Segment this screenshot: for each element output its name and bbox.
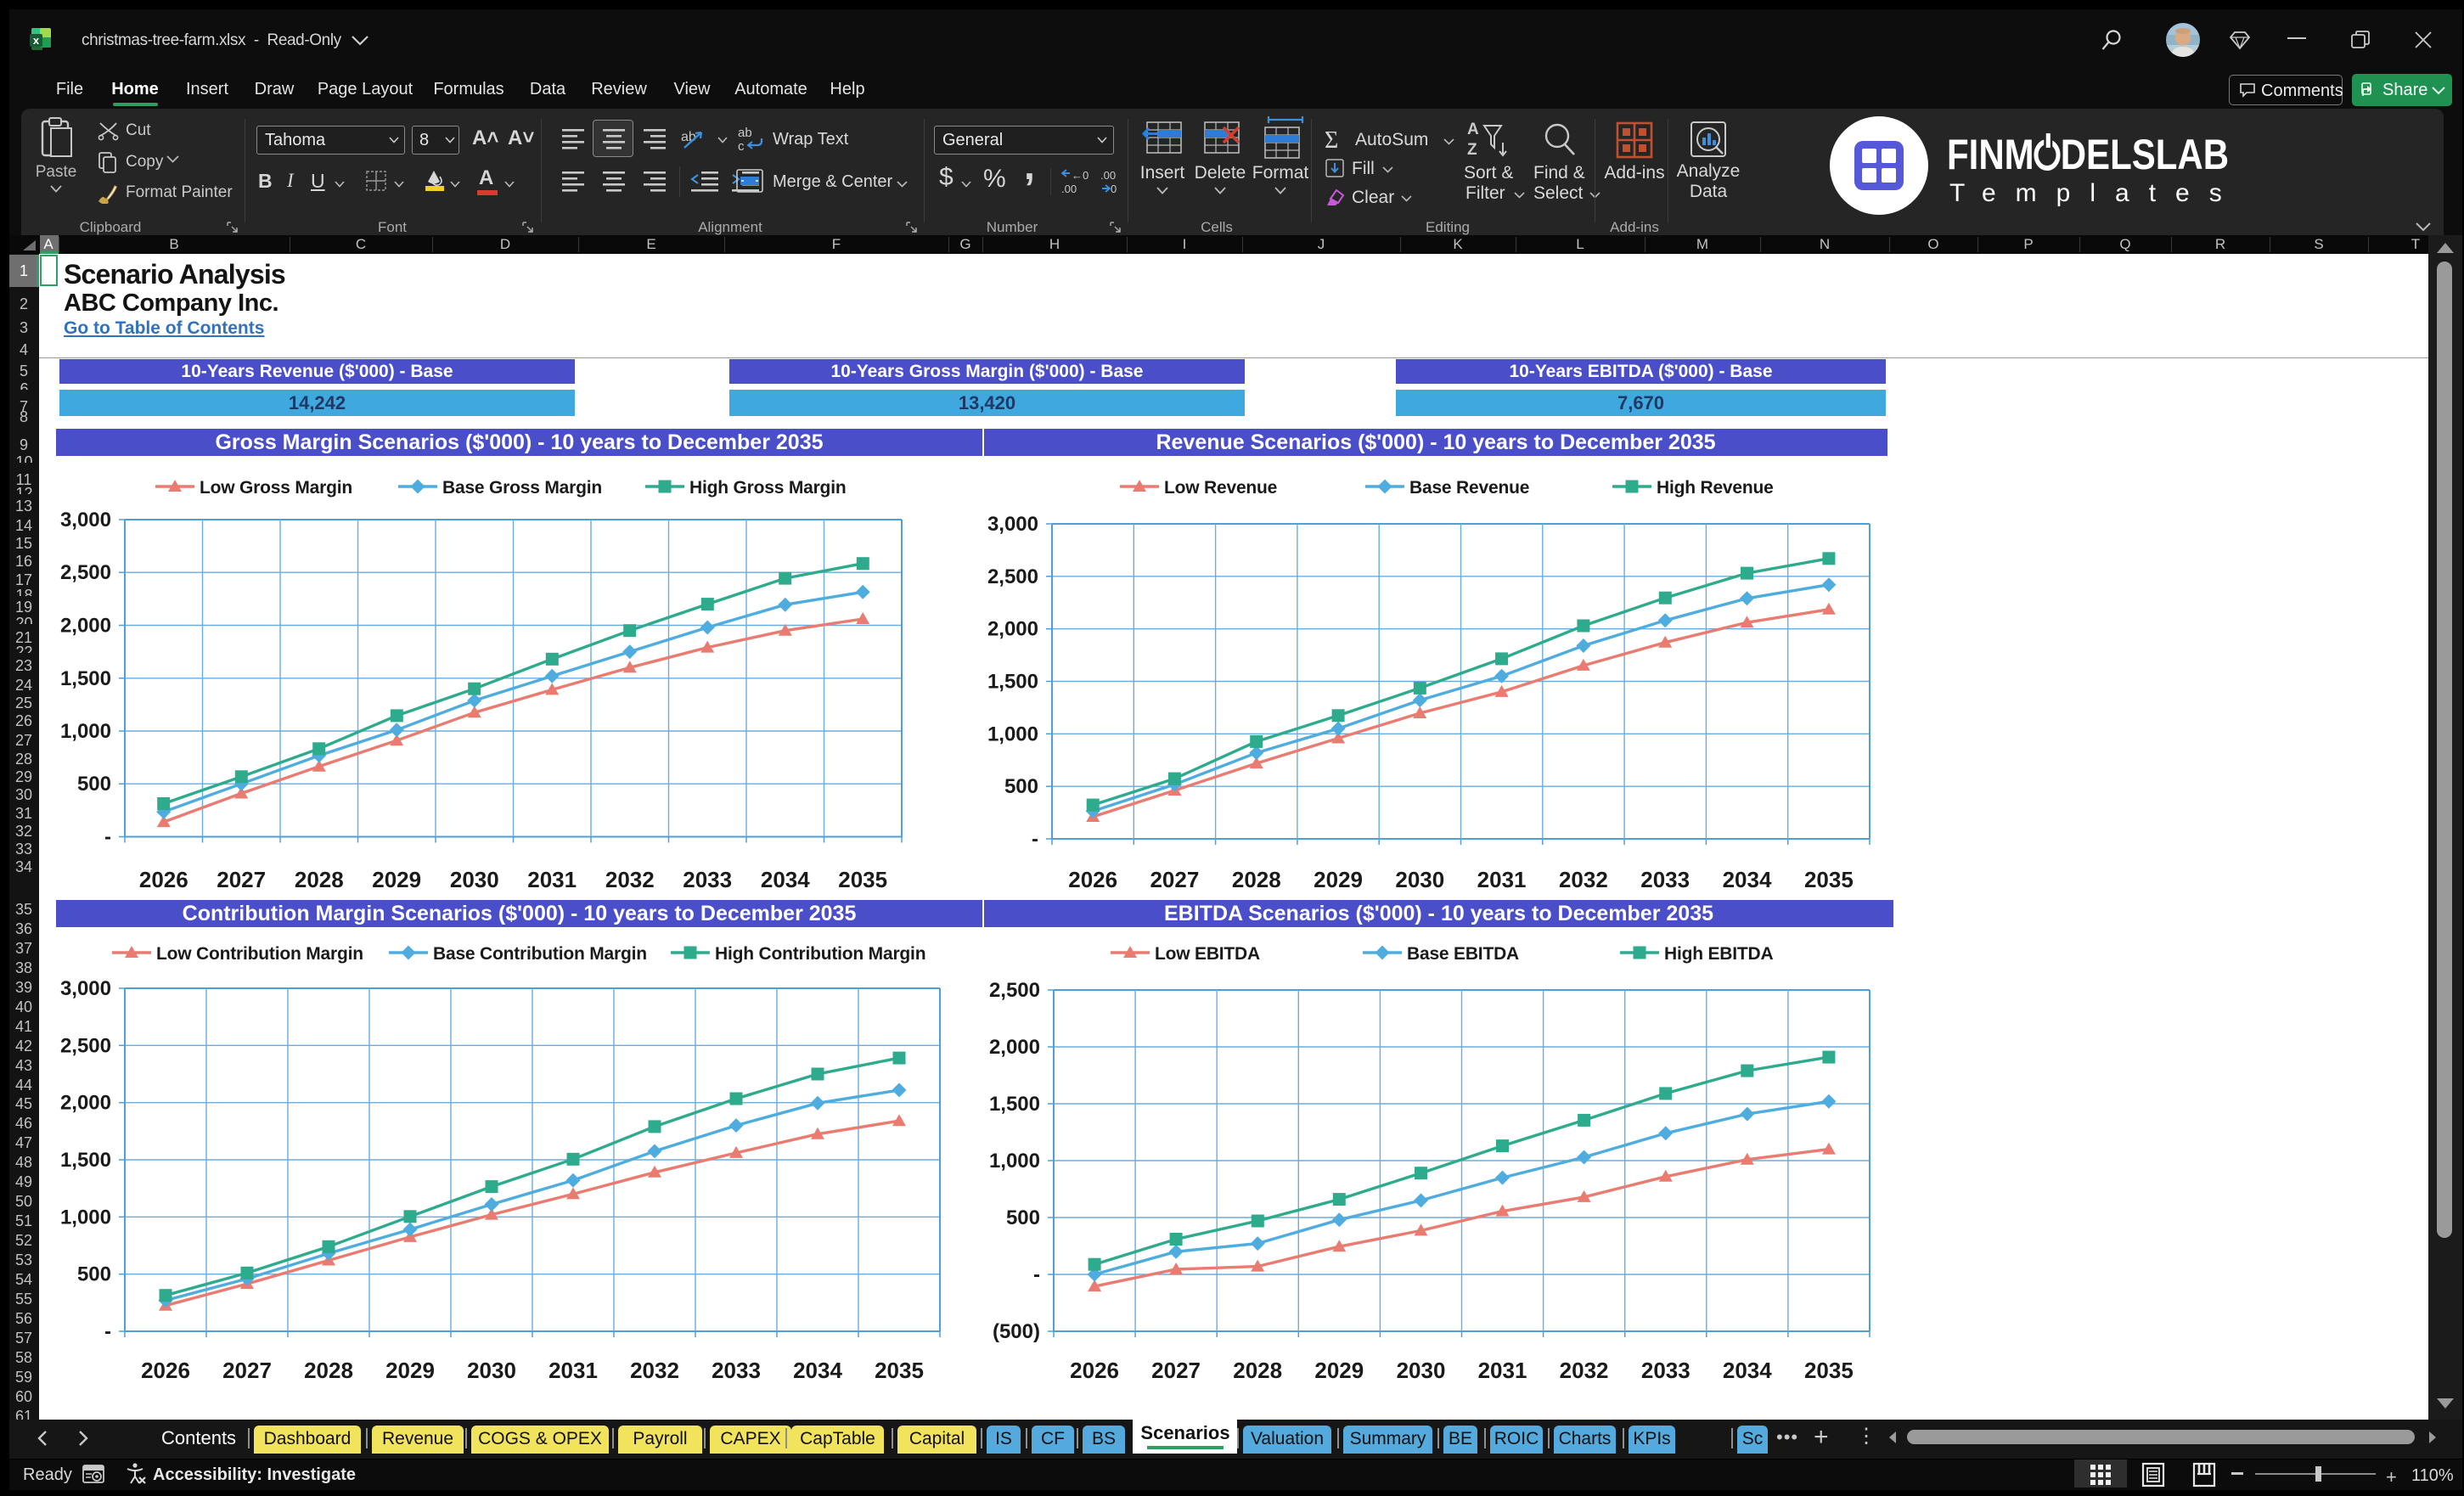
svg-text:2031: 2031 [548, 1358, 598, 1383]
svg-text:1,500: 1,500 [987, 671, 1038, 694]
svg-text:2033: 2033 [712, 1358, 761, 1383]
svg-text:2031: 2031 [1477, 867, 1527, 892]
svg-text:2028: 2028 [304, 1358, 353, 1383]
svg-text:2030: 2030 [450, 867, 499, 892]
svg-text:2,500: 2,500 [989, 979, 1040, 1002]
svg-text:Low EBITDA: Low EBITDA [1155, 944, 1260, 964]
svg-text:2026: 2026 [1070, 1358, 1119, 1383]
svg-text:2,500: 2,500 [60, 561, 111, 584]
svg-text:2,000: 2,000 [989, 1036, 1040, 1059]
svg-text:1,500: 1,500 [989, 1093, 1040, 1116]
svg-text:Low Gross Margin: Low Gross Margin [200, 478, 352, 498]
svg-text:3,000: 3,000 [60, 977, 111, 1000]
svg-text:Base Contribution Margin: Base Contribution Margin [433, 944, 647, 964]
svg-text:2032: 2032 [630, 1358, 679, 1383]
svg-text:2030: 2030 [1395, 867, 1444, 892]
svg-text:2029: 2029 [372, 867, 421, 892]
svg-text:2035: 2035 [875, 1358, 924, 1383]
svg-text:1,000: 1,000 [989, 1150, 1040, 1173]
svg-text:2,000: 2,000 [60, 1092, 111, 1115]
svg-text:1,500: 1,500 [60, 667, 111, 690]
svg-text:2035: 2035 [1804, 867, 1854, 892]
svg-text:2032: 2032 [1560, 1358, 1609, 1383]
svg-text:Base Revenue: Base Revenue [1409, 478, 1529, 498]
svg-text:2033: 2033 [1641, 1358, 1690, 1383]
svg-text:(500): (500) [993, 1320, 1040, 1343]
svg-text:1,000: 1,000 [60, 720, 111, 743]
svg-text:500: 500 [1006, 1206, 1040, 1229]
svg-text:High EBITDA: High EBITDA [1664, 944, 1773, 964]
svg-text:2029: 2029 [385, 1358, 435, 1383]
svg-text:2028: 2028 [295, 867, 344, 892]
svg-text:3,000: 3,000 [60, 509, 111, 531]
svg-text:x: x [33, 34, 40, 47]
svg-text:.00: .00 [1061, 183, 1077, 195]
svg-text:2034: 2034 [1723, 1358, 1772, 1383]
svg-text:2031: 2031 [1478, 1358, 1527, 1383]
svg-text:2033: 2033 [683, 867, 732, 892]
svg-text:500: 500 [77, 1263, 111, 1286]
svg-text:High Revenue: High Revenue [1657, 478, 1774, 498]
svg-text:2034: 2034 [793, 1358, 842, 1383]
svg-text:-: - [104, 826, 111, 849]
svg-text:2029: 2029 [1314, 867, 1363, 892]
svg-text:-: - [1033, 1263, 1040, 1286]
svg-text:2034: 2034 [761, 867, 810, 892]
svg-text:Z: Z [1467, 141, 1477, 159]
svg-text:←0: ←0 [1072, 169, 1089, 182]
svg-text:A: A [1467, 121, 1479, 138]
svg-text:0: 0 [1111, 183, 1117, 195]
svg-text:2,500: 2,500 [60, 1034, 111, 1057]
svg-text:2,000: 2,000 [987, 618, 1038, 641]
svg-text:500: 500 [77, 773, 111, 796]
svg-text:2027: 2027 [1151, 1358, 1201, 1383]
svg-text:2,500: 2,500 [987, 565, 1038, 588]
svg-text:500: 500 [1004, 775, 1038, 798]
svg-text:2035: 2035 [838, 867, 887, 892]
svg-text:2028: 2028 [1232, 867, 1281, 892]
svg-text:2030: 2030 [467, 1358, 516, 1383]
svg-text:2,000: 2,000 [60, 615, 111, 638]
svg-text:Low Revenue: Low Revenue [1164, 478, 1277, 498]
svg-text:-: - [104, 1320, 111, 1343]
svg-text:ab: ab [738, 126, 752, 140]
svg-text:2026: 2026 [141, 1358, 190, 1383]
svg-text:2026: 2026 [139, 867, 188, 892]
svg-text:2035: 2035 [1804, 1358, 1854, 1383]
svg-text:2026: 2026 [1068, 867, 1117, 892]
svg-text:1,000: 1,000 [987, 723, 1038, 745]
svg-text:2027: 2027 [1150, 867, 1199, 892]
svg-text:.00: .00 [1100, 169, 1116, 182]
svg-text:High Contribution Margin: High Contribution Margin [715, 944, 925, 964]
svg-text:2031: 2031 [527, 867, 577, 892]
svg-text:1,000: 1,000 [60, 1206, 111, 1229]
svg-text:2033: 2033 [1640, 867, 1690, 892]
svg-text:3,000: 3,000 [987, 513, 1038, 536]
svg-text:2034: 2034 [1723, 867, 1772, 892]
svg-text:2028: 2028 [1233, 1358, 1282, 1383]
svg-text:High Gross Margin: High Gross Margin [689, 478, 846, 498]
svg-text:-: - [1032, 828, 1038, 851]
svg-text:ab: ab [681, 130, 696, 144]
svg-text:2032: 2032 [605, 867, 655, 892]
svg-text:c: c [738, 139, 745, 154]
svg-text:1,500: 1,500 [60, 1149, 111, 1172]
svg-text:2027: 2027 [217, 867, 266, 892]
svg-text:2029: 2029 [1314, 1358, 1364, 1383]
svg-text:Base EBITDA: Base EBITDA [1407, 944, 1519, 964]
svg-text:2027: 2027 [222, 1358, 272, 1383]
svg-text:2030: 2030 [1397, 1358, 1446, 1383]
svg-text:Low Contribution Margin: Low Contribution Margin [156, 944, 363, 964]
svg-text:Base Gross Margin: Base Gross Margin [442, 478, 602, 498]
svg-text:2032: 2032 [1559, 867, 1608, 892]
